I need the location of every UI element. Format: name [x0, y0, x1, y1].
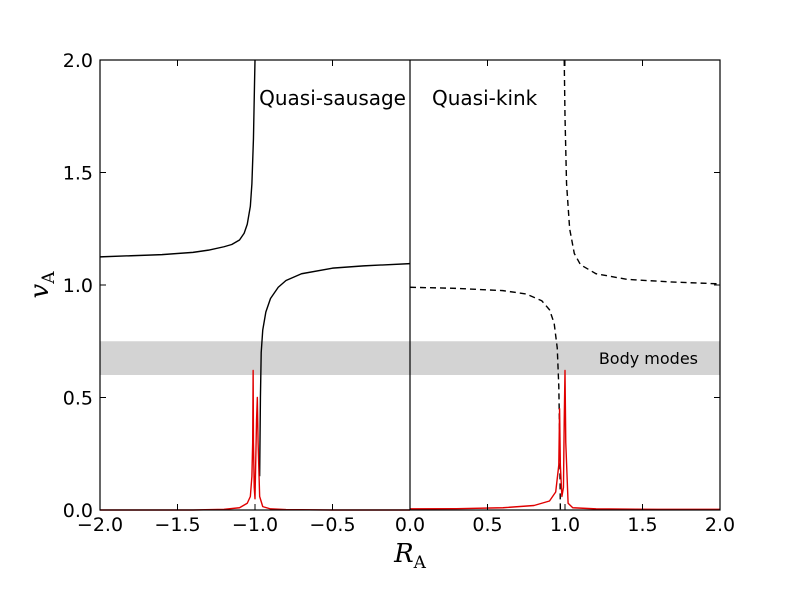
y-tick-label: 1.5: [63, 163, 93, 185]
x-tick-label: −1.5: [154, 514, 200, 536]
y-axis-label: vA: [25, 271, 59, 299]
panel-title-quasi-kink: Quasi-kink: [432, 86, 538, 110]
y-tick-label: 1.0: [63, 275, 93, 297]
x-tick-label: −1.0: [232, 514, 278, 536]
panel-titles: Quasi-sausage Quasi-kink: [259, 86, 538, 110]
y-tick-label: 2.0: [63, 50, 93, 72]
ticks: −2.0 −1.5 −1.0 −0.5 0.0 0.5 1.0 1.5 2.0 0.0 0.5 1.0…: [63, 50, 735, 536]
series-line-panel0-1: [258, 262, 411, 477]
x-tick-label: 0.5: [472, 514, 502, 536]
x-tick-label: −0.5: [309, 514, 355, 536]
panel-title-quasi-sausage: Quasi-sausage: [259, 86, 406, 110]
series-layer: [99, 59, 721, 511]
plot-frame: [99, 59, 721, 511]
series-line-panel0-0: [99, 59, 256, 258]
x-tick-label: 1.0: [550, 514, 580, 536]
series-line-panel0-2: [100, 369, 410, 511]
series-line-panel1-0: [409, 286, 562, 511]
x-tick-label: 2.0: [705, 514, 735, 536]
y-tick-label: 0.0: [63, 500, 93, 522]
x-tick-label: 0.0: [395, 514, 425, 536]
series-line-panel1-2: [409, 369, 720, 511]
series-line-panel1-1: [563, 59, 721, 285]
y-tick-label: 0.5: [63, 388, 93, 410]
x-tick-label: −2.0: [77, 514, 123, 536]
x-axis-label: RA: [393, 539, 427, 573]
body-modes-label: Body modes: [599, 349, 698, 368]
x-tick-label: 1.5: [627, 514, 657, 536]
